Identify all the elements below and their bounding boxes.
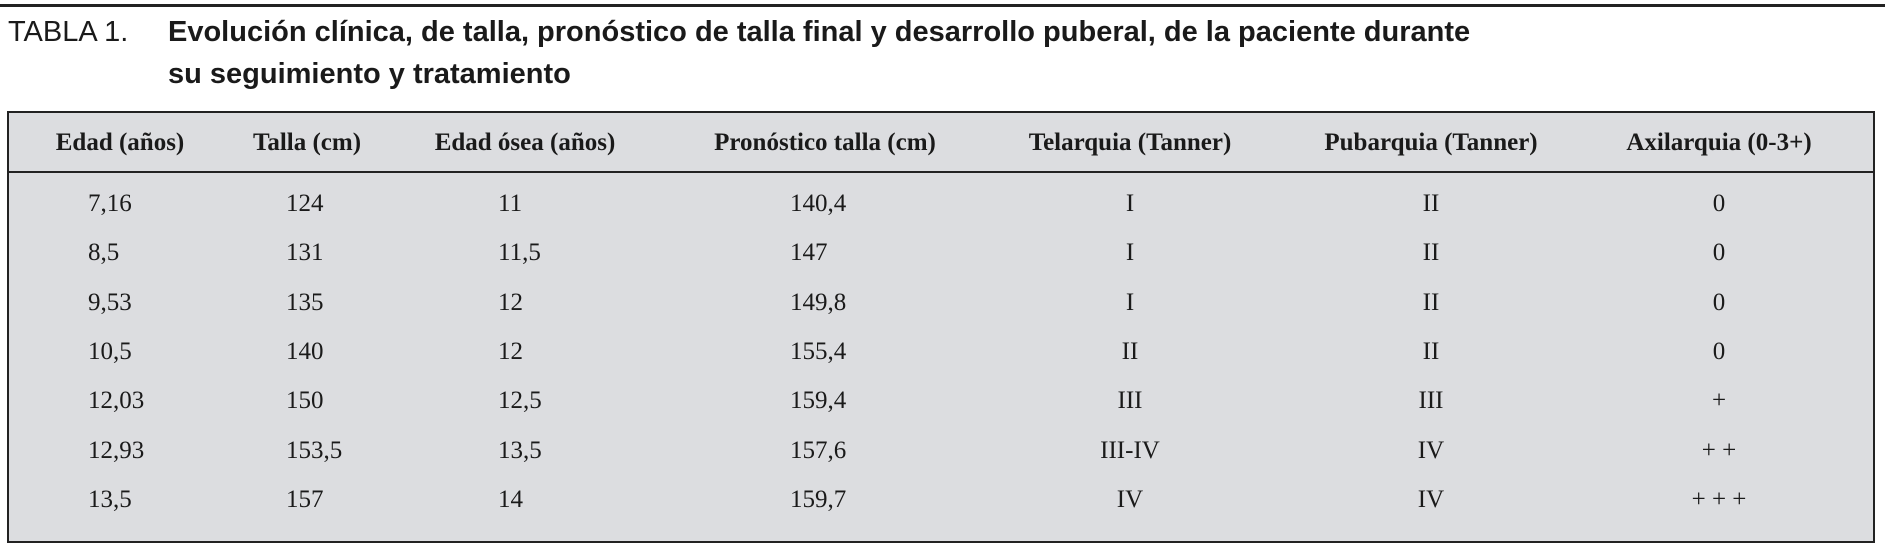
cell: 12,93 [88, 436, 145, 464]
cell: II [1422, 190, 1440, 217]
cell: 10,5 [88, 337, 132, 365]
cell: 0 [1712, 190, 1726, 217]
header-cell: Pubarquia (Tanner) [1324, 129, 1538, 156]
cell: II [1422, 288, 1440, 316]
cell: 147 [790, 239, 828, 267]
caption-label: TABLA 1. [8, 16, 129, 48]
cell: 11 [498, 190, 523, 217]
cell: 159,7 [790, 485, 847, 513]
cell: 150 [286, 387, 324, 415]
cell: IV [1116, 485, 1144, 513]
cell: 12,5 [498, 387, 542, 415]
header-cell: Telarquia (Tanner) [1028, 129, 1232, 156]
cell: 11,5 [498, 239, 541, 267]
cell: + + + [1691, 485, 1747, 513]
caption-title: su seguimiento y tratamiento [168, 58, 571, 90]
cell: III-IV [1100, 436, 1160, 464]
cell: 9,53 [88, 288, 132, 316]
cell: 157,6 [790, 436, 847, 464]
cell: I [1125, 239, 1135, 267]
cell: III [1418, 387, 1444, 415]
header-cell: Edad ósea (años) [434, 129, 616, 156]
cell: 8,5 [88, 239, 120, 267]
cell: 0 [1712, 337, 1726, 365]
cell: II [1422, 239, 1440, 267]
cell: 13,5 [498, 436, 542, 464]
cell: IV [1417, 436, 1445, 464]
cell: 157 [286, 485, 324, 513]
cell: 12 [498, 288, 523, 316]
cell: 155,4 [790, 337, 847, 365]
cell: I [1125, 288, 1135, 316]
cell: 0 [1712, 239, 1726, 267]
header-cell: Edad (años) [55, 129, 185, 156]
cell: II [1121, 337, 1139, 365]
caption-title: Evolución clínica, de talla, pronóstico … [168, 16, 1471, 48]
cell: 7,16 [88, 190, 132, 217]
cell: II [1422, 337, 1440, 365]
cell: 13,5 [88, 485, 132, 513]
cell: 159,4 [790, 387, 847, 415]
cell: 12 [498, 337, 523, 365]
cell: 135 [286, 288, 324, 316]
table-box [7, 111, 1875, 543]
cell: 14 [498, 485, 523, 513]
header-rule [7, 171, 1875, 173]
cell: 0 [1712, 288, 1726, 316]
cell: 153,5 [286, 436, 343, 464]
cell: 131 [286, 239, 324, 267]
header-cell: Talla (cm) [252, 129, 362, 156]
header-cell: Axilarquia (0-3+) [1626, 129, 1812, 156]
cell: 149,8 [790, 288, 847, 316]
cell: + [1711, 387, 1727, 415]
cell: IV [1417, 485, 1445, 513]
cell: I [1125, 190, 1135, 217]
top-rule [0, 4, 1885, 7]
cell: 140 [286, 337, 324, 365]
cell: III [1117, 387, 1143, 415]
cell: 12,03 [88, 387, 145, 415]
cell: 140,4 [790, 190, 847, 217]
cell: 124 [286, 190, 324, 217]
cell: + + [1701, 436, 1737, 464]
header-cell: Pronóstico talla (cm) [714, 129, 936, 156]
